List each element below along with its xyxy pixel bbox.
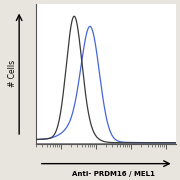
Text: Anti- PRDM16 / MEL1: Anti- PRDM16 / MEL1 [72,171,155,177]
Text: # Cells: # Cells [8,60,17,87]
